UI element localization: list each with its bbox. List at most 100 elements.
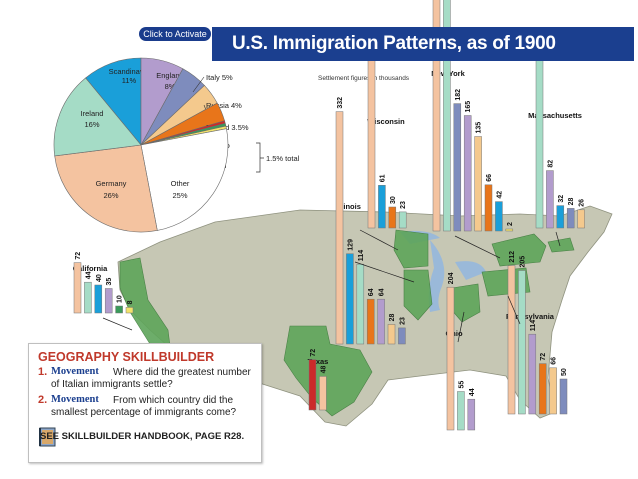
bar-group-texas-value-mexico: 72	[310, 349, 317, 357]
bar-group-texas-value-germany: 48	[320, 366, 327, 374]
bar-group-pennsylvania-value-poland: 72	[540, 353, 547, 361]
pie-label-other: Other	[171, 179, 190, 188]
state-wisconsin	[393, 229, 429, 269]
bar-group-ohio-value-ireland: 55	[458, 381, 465, 389]
state-connector-6	[555, 231, 561, 247]
bar-group-wisconsin-value-ireland: 23	[400, 201, 407, 209]
state-connector-1	[354, 261, 415, 283]
us-map	[117, 205, 613, 427]
bar-group-new-york-value-england: 165	[465, 101, 472, 113]
page-top-strip	[0, 0, 638, 12]
bar-group-pennsylvania-bar-italy	[559, 378, 568, 415]
pie-small-label-poland-3-5: Poland 3.5%	[206, 123, 249, 132]
bar-group-wisconsin-bar-ireland	[398, 211, 407, 229]
bar-group-california-value-china: 10	[117, 295, 124, 303]
bar-group-new-york-bar-england	[463, 115, 472, 232]
pie-slice-other	[140, 128, 229, 231]
question-2-text-line1: From which country did the	[113, 395, 234, 406]
chart-title: U.S. Immigration Patterns, as of 1900	[232, 33, 556, 54]
bar-group-pennsylvania-bar-germany	[507, 265, 516, 415]
bar-chart: Settlement figures in thousandsNew York4…	[73, 0, 586, 431]
bar-group-pennsylvania-bar-ireland	[518, 270, 526, 415]
bar-group-massachusetts-bar-russia	[577, 209, 585, 229]
bar-group-texas-bar-germany	[319, 376, 327, 411]
state-new-york	[491, 233, 547, 267]
pie-label-england: England	[156, 71, 184, 80]
state-illinois	[403, 269, 433, 321]
bar-group-massachusetts-value-italy: 28	[568, 198, 575, 206]
bar-group-new-york-value-japan: 2	[507, 222, 514, 226]
bar-group-new-york-bar-japan	[505, 228, 514, 232]
state-connector-5	[507, 295, 521, 325]
bar-group-california-value-germany: 72	[75, 252, 82, 260]
pie-value-other: 25%	[172, 191, 187, 200]
bar-group-wisconsin-bar-germany	[367, 58, 376, 229]
skillbuilder-handbook-ref: SEE SKILLBUILDER HANDBOOK, PAGE R28.	[40, 431, 245, 442]
bar-group-ohio-value-germany: 204	[448, 272, 455, 284]
bar-group-pennsylvania-value-russia: 66	[551, 357, 558, 365]
bar-group-texas-bar-mexico	[308, 359, 317, 411]
bar-group-massachusetts-value-england: 82	[547, 160, 554, 168]
question-2-text-line2: smallest percentage of immigrants come?	[51, 407, 237, 418]
pie-small-label-russia-4: Russia 4%	[206, 101, 242, 110]
bar-units-note: Settlement figures in thousands	[318, 75, 410, 82]
bar-group-massachusetts-value-scandinavia: 32	[558, 195, 565, 203]
pie-value-ireland: 16%	[84, 120, 99, 129]
bar-group-massachusetts-bar-scandinavia	[556, 205, 565, 229]
skillbuilder-box: GEOGRAPHY SKILLBUILDER 1. Movement Where…	[28, 343, 262, 463]
bar-group-ohio-bar-germany	[446, 286, 455, 431]
bar-group-illinois-value-scandinavia: 129	[347, 239, 354, 251]
bar-group-new-york-bar-ireland	[443, 0, 451, 232]
question-1-text-line1: Where did the greatest number	[113, 367, 251, 378]
bar-group-new-york-bar-italy	[453, 103, 462, 232]
bar-group-ohio-bar-england	[467, 398, 476, 431]
bar-group-illinois-bar-italy	[398, 327, 406, 345]
great-lake-erie	[455, 261, 486, 280]
bar-group-california-value-japan: 8	[127, 300, 134, 304]
bar-group-ohio-bar-ireland	[457, 391, 465, 431]
bar-group-ohio-value-england: 44	[469, 388, 476, 396]
bar-group-illinois-value-italy: 23	[399, 317, 406, 325]
question-2-label: Movement	[51, 394, 99, 405]
bar-group-new-york-bar-russia	[474, 136, 482, 232]
bar-group-new-york-value-scandinavia: 42	[496, 191, 503, 199]
question-1-label: Movement	[51, 366, 99, 377]
bar-group-wisconsin-value-scandinavia: 61	[379, 174, 386, 182]
question-2-number: 2.	[38, 394, 48, 406]
pie-value-scandinavia: 11%	[122, 76, 137, 85]
bar-group-pennsylvania-bar-russia	[549, 367, 557, 415]
great-lake-michigan	[428, 240, 445, 312]
bar-group-california-label: California	[73, 264, 108, 273]
bar-group-pennsylvania-value-ireland: 205	[519, 256, 526, 268]
pie-label-germany: Germany	[96, 179, 127, 188]
bar-group-massachusetts-value-russia: 26	[579, 199, 586, 207]
bar-group-pennsylvania-value-germany: 212	[509, 251, 516, 263]
bar-group-pennsylvania-value-italy: 50	[561, 368, 568, 376]
bar-group-pennsylvania-bar-england	[528, 333, 537, 415]
bar-group-illinois-value-germany: 332	[337, 97, 344, 109]
bar-group-illinois-bar-scandinavia	[346, 253, 354, 345]
bar-group-massachusetts-bar-england	[546, 170, 554, 229]
pie-leader-italy-5	[192, 76, 205, 93]
click-to-activate-button[interactable]: Click to Activate	[139, 27, 211, 41]
pie-slice-germany	[54, 144, 158, 233]
state-texas	[283, 325, 373, 417]
pie-value-england: 8%	[165, 82, 176, 91]
state-connector-0	[359, 229, 399, 251]
state-connector-2	[102, 317, 133, 331]
bar-group-california-value-scandinavia: 40	[96, 274, 103, 282]
bar-group-new-york-bar-scandinavia	[495, 201, 503, 232]
bar-group-illinois-bar-england	[377, 298, 385, 345]
bar-group-pennsylvania-label: Pennsylvania	[506, 312, 555, 321]
bar-group-massachusetts-bar-ireland	[535, 53, 544, 229]
bar-group-california-value-ireland: 44	[85, 271, 92, 279]
pie-slice-ireland	[53, 77, 142, 157]
bar-group-new-york-bar-poland	[484, 184, 493, 232]
bar-group-illinois-bar-germany	[335, 111, 344, 345]
state-connector-4	[457, 311, 465, 343]
bar-group-new-york-bar-germany	[432, 0, 441, 232]
pie-bracket	[256, 142, 264, 173]
bar-group-california-bar-scandinavia	[94, 284, 103, 314]
